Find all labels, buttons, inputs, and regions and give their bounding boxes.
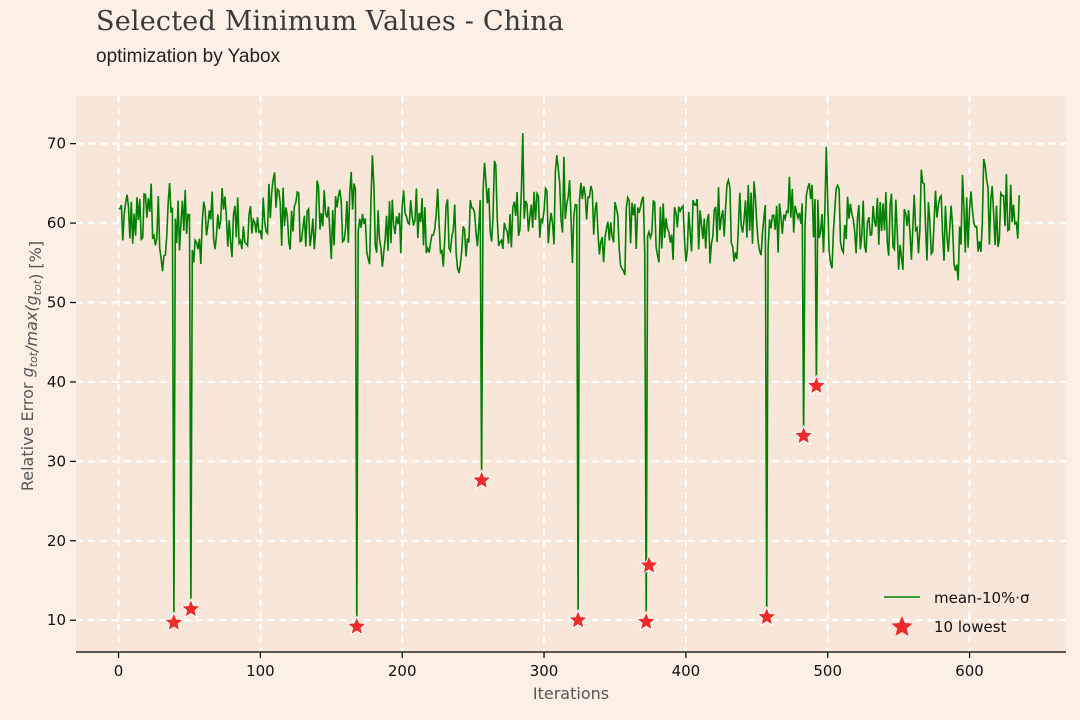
lowest-star-marker: [163, 611, 185, 632]
y-axis-label: Relative Error gtot/max(gtot) [%]: [18, 241, 45, 491]
y-tick-label: 70: [47, 135, 66, 153]
x-tick-label: 600: [955, 662, 984, 680]
y-tick-label: 50: [47, 294, 66, 312]
plot-area: [76, 96, 1066, 652]
legend: mean-10%·σ 10 lowest: [884, 589, 1030, 636]
x-tick-label: 500: [813, 662, 842, 680]
lowest-star-marker: [180, 597, 202, 619]
lowest-star-marker: [792, 424, 815, 446]
series-line-mean: [118, 133, 1020, 627]
lowest-star-marker: [635, 610, 657, 631]
y-axis: 10 20 30 40 50 60 70: [47, 135, 76, 629]
lowest-star-marker: [346, 615, 368, 636]
x-tick-label: 200: [388, 662, 417, 680]
lowest-star-marker: [805, 374, 828, 396]
chart-title: Selected Minimum Values - China: [96, 6, 565, 37]
x-axis: 0 100 200 300 400 500 600: [76, 651, 1066, 680]
legend-star-swatch: [891, 616, 913, 636]
lowest-star-marker: [755, 605, 778, 627]
y-tick-label: 60: [47, 214, 66, 232]
y-tick-label: 10: [47, 611, 66, 629]
lowest-star-marker: [567, 608, 589, 630]
legend-label-mean: mean-10%·σ: [934, 589, 1030, 607]
y-tick-label: 40: [47, 373, 66, 391]
x-axis-label: Iterations: [533, 684, 609, 703]
x-tick-label: 100: [246, 662, 275, 680]
x-tick-label: 0: [114, 662, 124, 680]
y-tick-label: 20: [47, 532, 66, 550]
x-tick-label: 300: [530, 662, 559, 680]
x-tick-label: 400: [672, 662, 701, 680]
lowest-star-marker: [638, 554, 660, 575]
legend-label-lowest: 10 lowest: [934, 618, 1007, 636]
lowest-star-marker: [470, 469, 493, 490]
chart-subtitle: optimization by Yabox: [96, 46, 281, 67]
y-tick-label: 30: [47, 452, 66, 470]
lowest-markers: [163, 374, 828, 636]
